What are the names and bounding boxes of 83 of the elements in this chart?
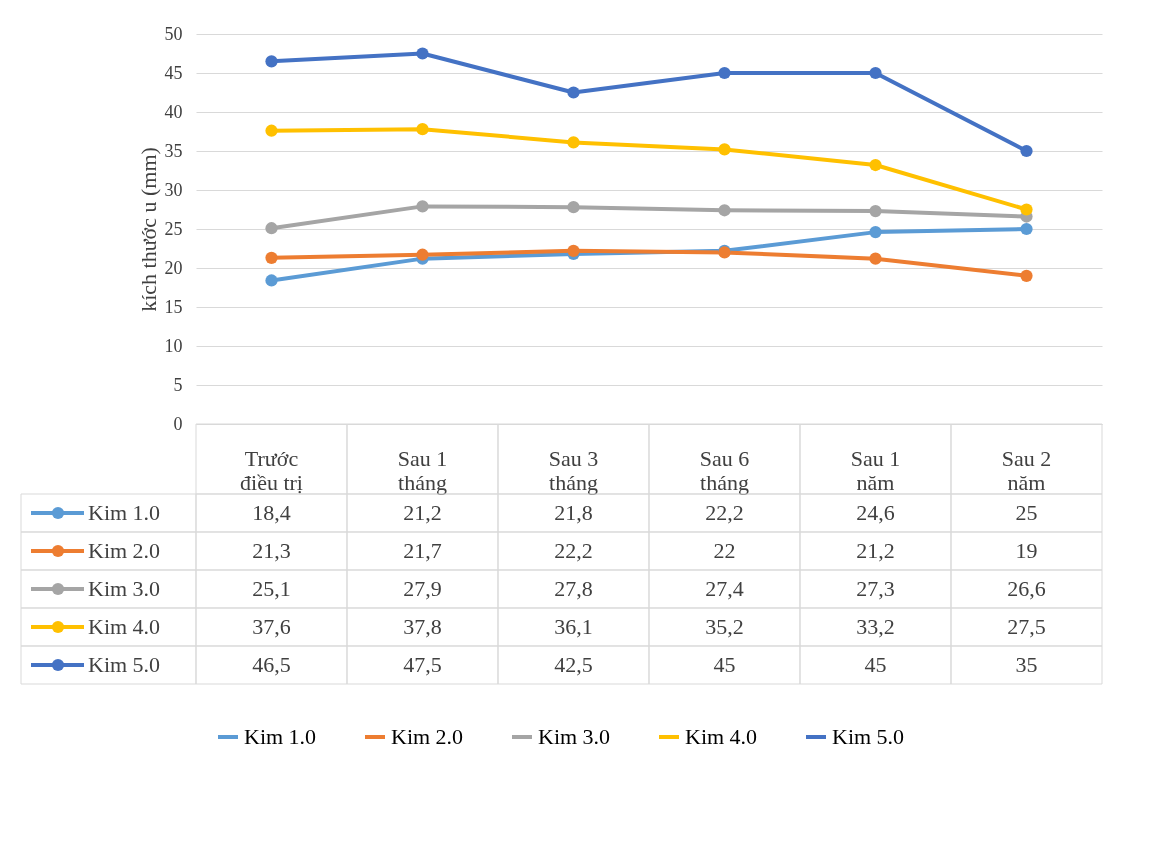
data-label: 26,6 [1007,576,1046,601]
text: Kim 5.0 [832,724,905,749]
y-tick-label: 45 [164,62,183,83]
legend-label: Kim 3.0 [88,576,161,601]
point [1020,144,1033,158]
x-tick-label: Sau 6 tháng [699,446,750,495]
point [869,66,882,80]
data-label: 24,6 [856,500,895,525]
point [265,274,278,287]
data-label: 21,3 [252,538,291,563]
point [265,55,278,68]
point [1020,222,1033,236]
point [567,244,580,257]
y-tick-label: 30 [164,179,183,200]
point [416,200,429,213]
data-label: 22,2 [554,538,593,563]
data-label: 25,1 [252,576,291,601]
data-label: 19 [1015,538,1038,563]
data-label: 45 [713,652,736,677]
point [869,204,882,218]
y-axis-title: kích thước u (mm) [135,147,161,312]
data-label: 36,1 [554,614,593,639]
data-label: 25 [1015,500,1038,525]
point [567,136,580,149]
point [1020,203,1033,216]
point [567,86,580,99]
legend-label: Kim 1.0 [88,500,161,525]
data-label: 35,2 [705,614,744,639]
data-label: 46,5 [252,652,291,677]
data-label: 21,2 [856,538,895,563]
point [567,201,580,214]
data-label: 42,5 [554,652,593,677]
text: Kim 4.0 [685,724,758,749]
data-label: 37,6 [252,614,291,639]
text: Kim 3.0 [538,724,611,749]
data-label: 27,3 [856,576,895,601]
point [718,143,731,156]
y-tick-label: 0 [173,413,183,434]
y-tick-label: 5 [173,374,183,395]
text: Kim 2.0 [391,724,464,749]
data-label: 37,8 [403,614,442,639]
point [1020,269,1033,282]
point [416,123,429,136]
point [265,251,278,264]
y-tick-label: 40 [164,101,183,122]
data-label: 22,2 [705,500,744,525]
data-label: 21,8 [554,500,593,525]
data-label: 21,7 [403,538,442,563]
legend-label: Kim 2.0 [88,538,161,563]
x-tick-label: Sau 2 năm [1001,446,1052,495]
point [718,66,731,80]
legend-label: Kim 5.0 [88,652,161,677]
x-tick-label: Sau 3 tháng [548,446,599,495]
data-label: 18,4 [252,500,291,525]
data-label: 35 [1015,652,1038,677]
y-tick-label: 15 [164,296,183,317]
y-tick-label: 25 [164,218,183,239]
text: Kim 1.0 [244,724,317,749]
x-tick-label: Sau 1 năm [850,446,901,495]
point [718,204,731,217]
data-label: 21,2 [403,500,442,525]
y-tick-label: 10 [164,335,183,356]
point [869,158,882,172]
data-label: 33,2 [856,614,895,639]
point [869,226,882,239]
point [416,47,429,60]
data-label: 27,5 [1007,614,1046,639]
data-label: 45 [864,652,887,677]
data-label: 27,9 [403,576,442,601]
x-tick-label: Trước điều trị [240,446,303,495]
y-tick-label: 50 [164,23,183,44]
point [869,252,882,265]
data-label: 47,5 [403,652,442,677]
data-label: 27,4 [705,576,744,601]
data-label: 22 [713,538,736,563]
y-tick-label: 20 [164,257,183,278]
point [265,124,278,137]
point [265,222,278,235]
point [416,248,429,261]
legend-label: Kim 4.0 [88,614,161,639]
x-tick-label: Sau 1 tháng [397,446,448,495]
y-tick-label: 35 [164,140,183,161]
data-label: 27,8 [554,576,593,601]
